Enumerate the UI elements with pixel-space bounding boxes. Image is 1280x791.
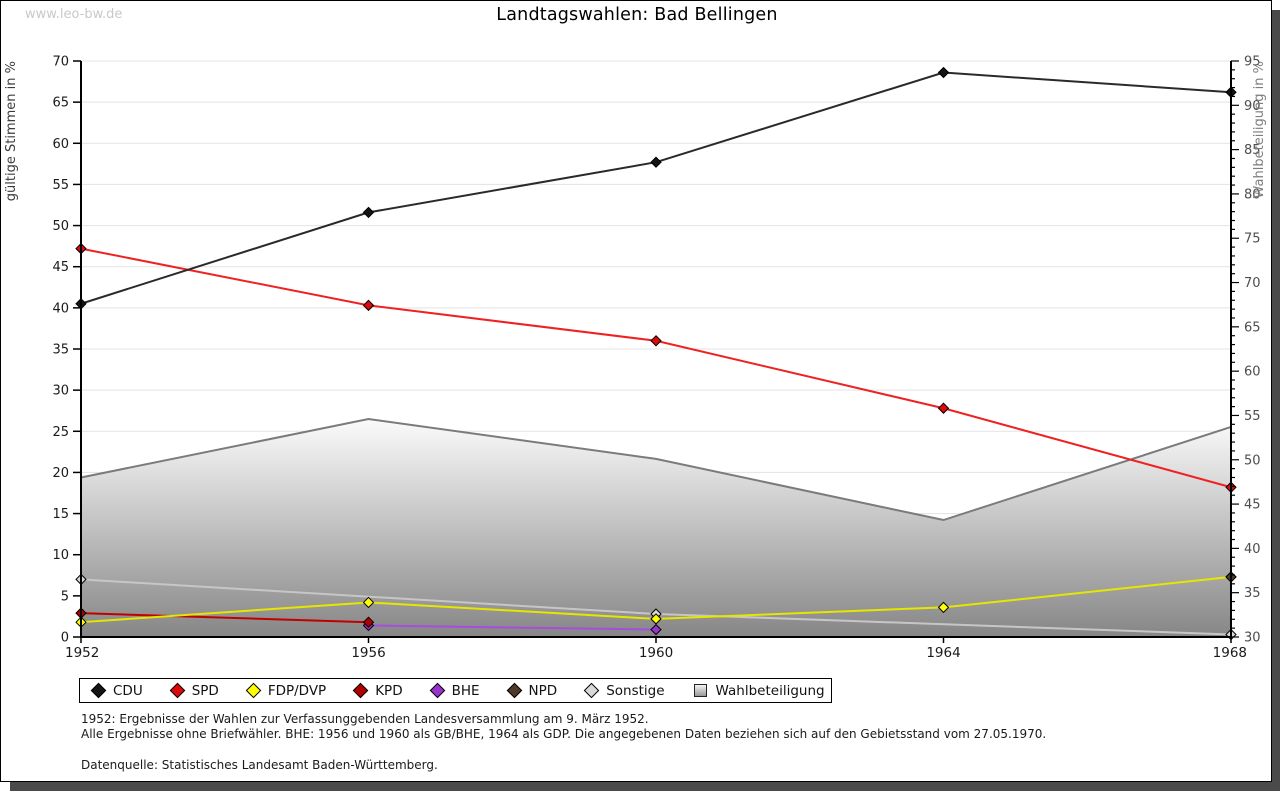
data-point-spd	[650, 335, 662, 347]
legend-item-wahlbeteiligung: Wahlbeteiligung	[693, 682, 825, 699]
area-swatch-icon	[693, 684, 707, 697]
right-axis-tick-label: 80	[1244, 187, 1261, 202]
data-point-fdp-dvp	[650, 613, 662, 625]
left-axis-tick-label: 40	[52, 301, 69, 316]
right-axis-tick-label: 70	[1244, 276, 1261, 291]
legend-item-kpd: KPD	[352, 682, 403, 699]
legend-label: SPD	[191, 682, 219, 699]
right-axis-tick-label: 55	[1244, 409, 1261, 424]
left-axis-tick-label: 70	[52, 55, 69, 70]
left-axis-tick-label: 55	[52, 178, 69, 193]
right-axis-tick-label: 45	[1244, 498, 1261, 513]
frame-shadow-right	[1272, 10, 1280, 791]
data-point-fdp-dvp	[937, 601, 950, 614]
left-axis-tick-label: 65	[52, 96, 69, 111]
data-point-cdu	[362, 206, 375, 219]
right-axis-tick-label: 65	[1244, 320, 1261, 335]
x-axis-tick-label: 1960	[639, 645, 673, 661]
right-axis-tick-label: 75	[1244, 232, 1261, 247]
chart-legend: CDU SPD FDP/DVP KPD BHE NPD Sonstige Wahlbeteil…	[79, 678, 832, 703]
diamond-marker-icon	[506, 682, 522, 699]
left-axis-tick-label: 45	[52, 260, 69, 275]
series-line-cdu	[80, 71, 1232, 305]
election-line-chart: 0 5 10 15 20 25 30 35 40 45 50 55 60 65 70 30 35 40 45 50 55…	[4, 55, 1267, 662]
watermark: www.leo-bw.de	[25, 7, 123, 22]
footnote-line: 1952: Ergebnisse der Wahlen zur Verfassu…	[81, 712, 649, 726]
left-axis-tick-label: 5	[61, 589, 69, 604]
legend-item-sonstige: Sonstige	[583, 682, 665, 699]
left-axis-tick-label: 15	[52, 507, 69, 522]
legend-item-npd: NPD	[506, 682, 558, 699]
right-axis-tick-label: 30	[1244, 631, 1261, 646]
footnote-line: Alle Ergebnisse ohne Briefwähler. BHE: 1…	[81, 726, 1047, 741]
turnout-area	[81, 419, 1231, 637]
right-axis-tick-label: 40	[1244, 542, 1261, 557]
right-axis-tick-label: 35	[1244, 586, 1261, 601]
right-axis-tick-label: 50	[1244, 453, 1261, 468]
x-axis-tick-label: 1964	[926, 645, 960, 661]
left-axis-tick-label: 35	[52, 343, 69, 358]
left-axis-tick-label: 20	[52, 466, 69, 481]
legend-item-spd: SPD	[169, 682, 219, 699]
legend-label: CDU	[113, 682, 143, 699]
data-point-spd	[362, 299, 375, 312]
right-axis-tick-label: 85	[1244, 143, 1261, 158]
legend-label: Wahlbeteiligung	[715, 682, 825, 699]
x-axis-tick-label: 1968	[1213, 645, 1247, 661]
right-axis-tick-label: 90	[1244, 99, 1261, 114]
diamond-marker-icon	[245, 682, 262, 699]
diamond-marker-icon	[352, 682, 369, 699]
legend-item-fdp-dvp: FDP/DVP	[245, 682, 327, 699]
data-point-bhe	[650, 623, 662, 636]
data-point-kpd	[362, 616, 375, 628]
diamond-marker-icon	[169, 682, 185, 699]
turnout-outline	[80, 417, 1232, 522]
data-point-fdp-dvp	[362, 596, 375, 609]
right-axis-tick-label: 60	[1244, 365, 1261, 380]
left-axis-tick-label: 10	[52, 548, 69, 563]
x-axis-tick-label: 1956	[351, 645, 385, 661]
legend-label: NPD	[528, 682, 558, 699]
x-axis-tick-label: 1952	[65, 645, 99, 661]
left-axis-tick-label: 25	[52, 425, 69, 440]
left-axis-tick-label: 30	[52, 384, 69, 399]
page-title: Landtagswahlen: Bad Bellingen	[496, 5, 778, 25]
data-point-cdu	[937, 66, 950, 79]
diamond-marker-icon	[583, 682, 600, 699]
data-point-cdu	[650, 156, 662, 168]
diamond-marker-icon	[429, 682, 445, 699]
legend-label: KPD	[375, 682, 403, 699]
right-axis-tick-label: 95	[1244, 55, 1261, 70]
series-line-bhe	[368, 624, 657, 631]
chart-footnotes: 1952: Ergebnisse der Wahlen zur Verfassu…	[81, 712, 1046, 773]
right-axis-title: Wahlbeteiligung in %	[1252, 61, 1267, 198]
legend-item-cdu: CDU	[90, 682, 143, 699]
left-axis-tick-label: 60	[52, 137, 69, 152]
legend-label: Sonstige	[606, 682, 665, 699]
diamond-marker-icon	[90, 682, 107, 699]
legend-item-bhe: BHE	[429, 682, 480, 699]
data-source-note: Datenquelle: Statistisches Landesamt Bad…	[81, 758, 438, 772]
series-line-kpd	[80, 612, 369, 624]
left-axis-tick-label: 50	[52, 219, 69, 234]
legend-label: BHE	[451, 682, 480, 699]
data-point-spd	[937, 402, 950, 414]
legend-label: FDP/DVP	[267, 682, 327, 699]
frame-shadow-bottom	[10, 782, 1272, 791]
left-axis-tick-label: 0	[61, 631, 69, 646]
left-axis-title: gültige Stimmen in %	[4, 61, 19, 201]
